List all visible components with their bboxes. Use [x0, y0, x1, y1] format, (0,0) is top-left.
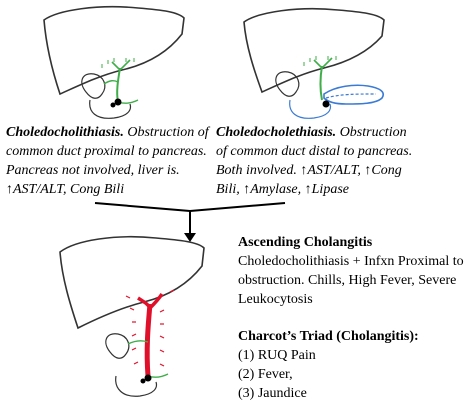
cystic-duct	[127, 339, 149, 345]
gallstone	[322, 100, 330, 108]
caption-line-1-text: Obstruction of	[123, 125, 209, 140]
gallbladder-outline	[105, 333, 130, 359]
liver-diagram-distal-obstruction	[243, 7, 385, 119]
caption-title: Choledocholethiasis.	[216, 125, 337, 140]
common-bile-duct	[319, 65, 323, 101]
caption-line-3: Both involved. ↑AST/ALT, ↑Cong	[216, 163, 402, 178]
gallstone	[114, 98, 122, 106]
infected-common-bile-duct	[144, 303, 153, 377]
liver-diagram-proximal-obstruction	[43, 5, 185, 119]
caption-choledocholethiasis: Choledocholethiasis. Obstruction of comm…	[216, 123, 466, 199]
gallbladder-outline	[81, 73, 106, 99]
gallstone	[144, 374, 152, 382]
pancreatic-duct	[325, 93, 377, 99]
ascending-line-1: Choledocholithiasis + Infxn Proximal to	[238, 254, 464, 269]
caption-title: Choledocholithiasis.	[6, 125, 124, 140]
caption-line-4: ↑AST/ALT, Cong Bili	[6, 182, 125, 197]
gallstone	[110, 102, 116, 108]
caption-choledocholithiasis: Choledocholithiasis. Obstruction of comm…	[6, 123, 214, 199]
liver-diagram-cholangitis	[59, 235, 205, 397]
caption-line-4: Bili, ↑Amylase, ↑Lipase	[216, 182, 349, 197]
duodenum-outline	[115, 375, 158, 397]
caption-line-1: Choledocholithiasis. Obstruction of	[6, 123, 214, 142]
caption-line-2: common duct proximal to pancreas.	[6, 144, 207, 159]
duodenum-outline	[289, 99, 332, 119]
liver-outline	[243, 7, 385, 94]
liver-inflammation-marks	[101, 58, 135, 68]
cystic-duct	[103, 79, 119, 85]
charcot-item: (2) Fever,	[238, 367, 293, 382]
caption-line-3: Pancreas not involved, liver is.	[6, 163, 180, 178]
liver-outline	[43, 5, 185, 96]
hepatic-duct-right	[321, 57, 333, 69]
hepatic-duct-left	[313, 59, 323, 69]
connector-right-branch	[189, 202, 286, 212]
pancreas-outline	[323, 84, 384, 105]
caption-line-2: of common duct distal to pancreas.	[216, 144, 413, 159]
charcot-item: (1) RUQ Pain	[238, 348, 316, 363]
ascending-line-2: obstruction. Chills, High Fever, Severe	[238, 273, 457, 288]
charcot-triad-heading: Charcot’s Triad (Cholangitis):	[238, 329, 419, 344]
infection-marks	[125, 289, 175, 367]
gallstone	[140, 378, 146, 384]
charcot-item: (3) Jaundice	[238, 386, 307, 401]
ascending-cholangitis-block: Ascending Cholangitis Choledocholithiasi…	[238, 233, 470, 309]
ascending-line-3: Leukocytosis	[238, 292, 313, 307]
connector-left-branch	[94, 202, 191, 212]
hepatic-duct-right	[119, 59, 131, 71]
gallbladder-outline	[275, 71, 300, 97]
liver-inflammation-marks	[303, 56, 337, 66]
caption-line-1: Choledocholethiasis. Obstruction	[216, 123, 466, 142]
ascending-cholangitis-heading: Ascending Cholangitis	[238, 235, 373, 250]
duodenum-outline	[89, 99, 132, 119]
arrowhead-icon	[184, 233, 196, 242]
caption-line-1-text: Obstruction	[336, 125, 407, 140]
infected-hepatic-duct-right	[148, 293, 164, 310]
charcot-triad-block: Charcot’s Triad (Cholangitis): (1) RUQ P…	[238, 327, 470, 403]
liver-outline	[59, 235, 205, 330]
